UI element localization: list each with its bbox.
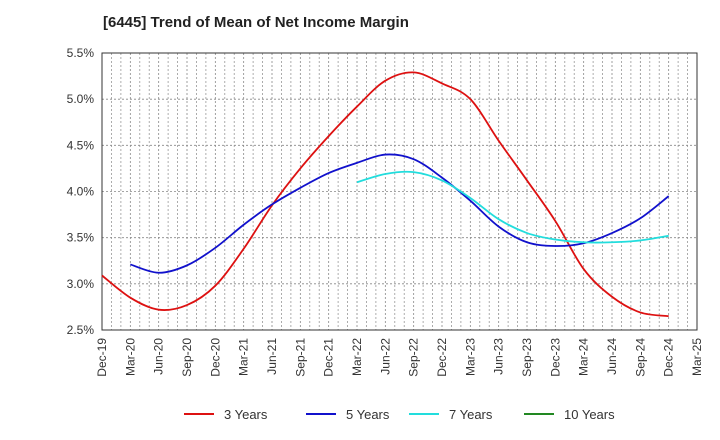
legend-label-7-years: 7 Years	[449, 407, 493, 422]
series-line-7-years	[356, 170, 669, 244]
x-tick-label: Mar-24	[577, 338, 591, 376]
series-line-5-years	[130, 153, 670, 274]
plot-frame	[101, 52, 698, 331]
x-tick-label: Mar-20	[123, 338, 137, 376]
x-tick-label: Jun-24	[605, 338, 619, 375]
x-tick-label: Sep-22	[407, 338, 421, 377]
x-tick-label: Sep-21	[293, 338, 307, 377]
y-tick-label: 5.5%	[67, 46, 95, 60]
series-line-3-years	[101, 71, 669, 318]
x-tick-label: Sep-20	[180, 338, 194, 377]
x-tick-label: Mar-25	[690, 338, 704, 376]
x-tick-label: Dec-19	[95, 338, 109, 377]
x-tick-label: Dec-24	[662, 338, 676, 377]
y-tick-label: 3.0%	[67, 277, 95, 291]
x-tick-label: Mar-21	[237, 338, 251, 376]
x-tick-label: Dec-20	[208, 338, 222, 377]
x-tick-label: Jun-21	[265, 338, 279, 375]
x-tick-label: Dec-22	[435, 338, 449, 377]
chart-title: [6445] Trend of Mean of Net Income Margi…	[103, 14, 409, 31]
x-tick-label: Jun-23	[492, 338, 506, 375]
y-tick-label: 5.0%	[67, 92, 95, 106]
x-tick-label: Sep-24	[633, 338, 647, 377]
legend-label-10-years: 10 Years	[564, 407, 615, 422]
y-tick-label: 4.0%	[67, 185, 95, 199]
x-tick-label: Jun-20	[152, 338, 166, 375]
legend-label-3-years: 3 Years	[224, 407, 268, 422]
y-tick-label: 4.5%	[67, 138, 95, 152]
x-tick-label: Dec-23	[548, 338, 562, 377]
x-tick-label: Dec-21	[322, 338, 336, 377]
x-tick-label: Mar-23	[463, 338, 477, 376]
legend-label-5-years: 5 Years	[346, 407, 390, 422]
x-tick-label: Sep-23	[520, 338, 534, 377]
y-tick-label: 2.5%	[67, 323, 95, 337]
x-tick-label: Jun-22	[378, 338, 392, 375]
y-tick-label: 3.5%	[67, 231, 95, 245]
x-tick-label: Mar-22	[350, 338, 364, 376]
